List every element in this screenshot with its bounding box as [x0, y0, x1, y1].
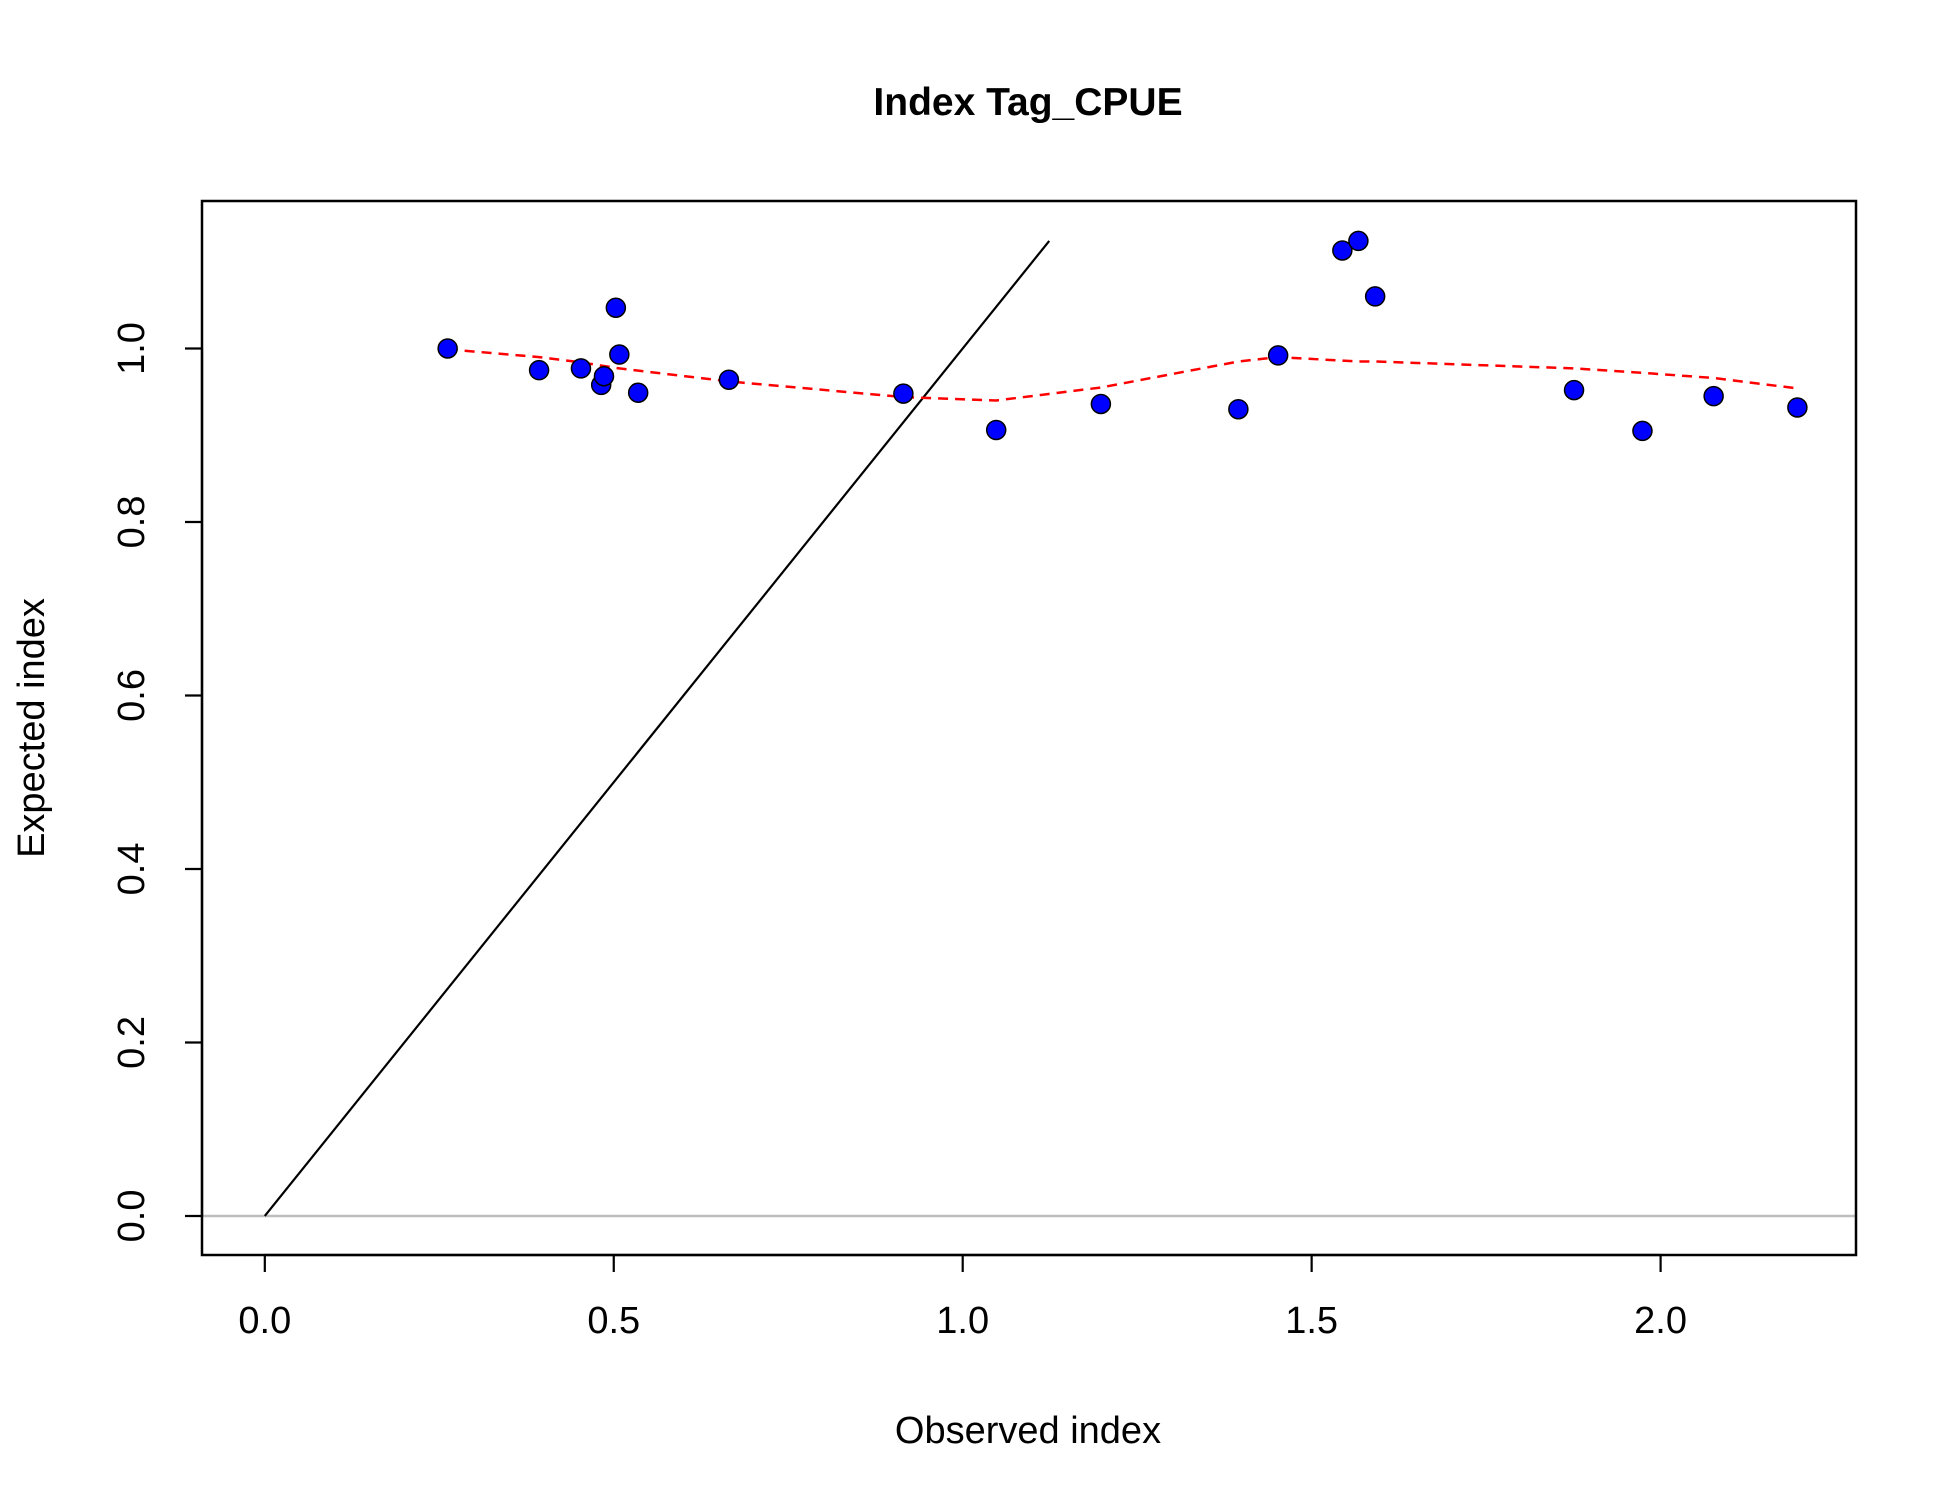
y-tick-label: 0.2: [111, 1016, 153, 1069]
x-tick-label: 0.5: [587, 1300, 640, 1342]
data-point: [893, 383, 914, 404]
data-point: [1267, 345, 1289, 366]
data-point: [1563, 379, 1585, 401]
data-point: [1364, 286, 1386, 307]
x-axis-label: Observed index: [895, 1410, 1161, 1452]
y-tick-label: 0.4: [111, 843, 153, 896]
y-tick-label: 0.8: [111, 496, 153, 549]
chart-title: Index Tag_CPUE: [873, 81, 1182, 124]
data-point: [985, 419, 1007, 441]
x-tick-label: 0.0: [238, 1300, 291, 1342]
data-point: [627, 382, 649, 403]
y-tick-label: 0.0: [111, 1190, 153, 1243]
data-point: [1787, 397, 1808, 418]
x-tick-label: 1.5: [1285, 1300, 1338, 1342]
data-point: [593, 365, 615, 387]
data-point: [1703, 385, 1724, 407]
x-tick-label: 1.0: [936, 1300, 989, 1342]
data-point: [605, 297, 627, 318]
x-tick-label: 2.0: [1634, 1300, 1687, 1342]
data-point: [1332, 240, 1353, 261]
y-tick-label: 0.6: [111, 669, 153, 722]
data-point: [528, 359, 550, 381]
y-tick-label: 1.0: [111, 322, 153, 375]
data-point: [437, 338, 458, 359]
y-axis: 0.0 0.2 0.4 0.6 0.8 1.0: [111, 322, 204, 1243]
one-to-one-line: [263, 240, 1051, 1217]
y-axis-label: Expected index: [11, 598, 53, 858]
data-point: [718, 369, 740, 390]
plot-frame: [200, 199, 1858, 1257]
smoother-line: [447, 348, 1798, 402]
data-point: [570, 358, 592, 379]
data-point: [609, 344, 630, 365]
data-point: [1090, 393, 1112, 415]
data-point: [1228, 398, 1249, 420]
data-point: [1348, 230, 1369, 252]
data-point: [1632, 420, 1653, 442]
x-axis: 0.0 0.5 1.0 1.5 2.0: [238, 1253, 1687, 1342]
plot-area: [202, 230, 1856, 1218]
